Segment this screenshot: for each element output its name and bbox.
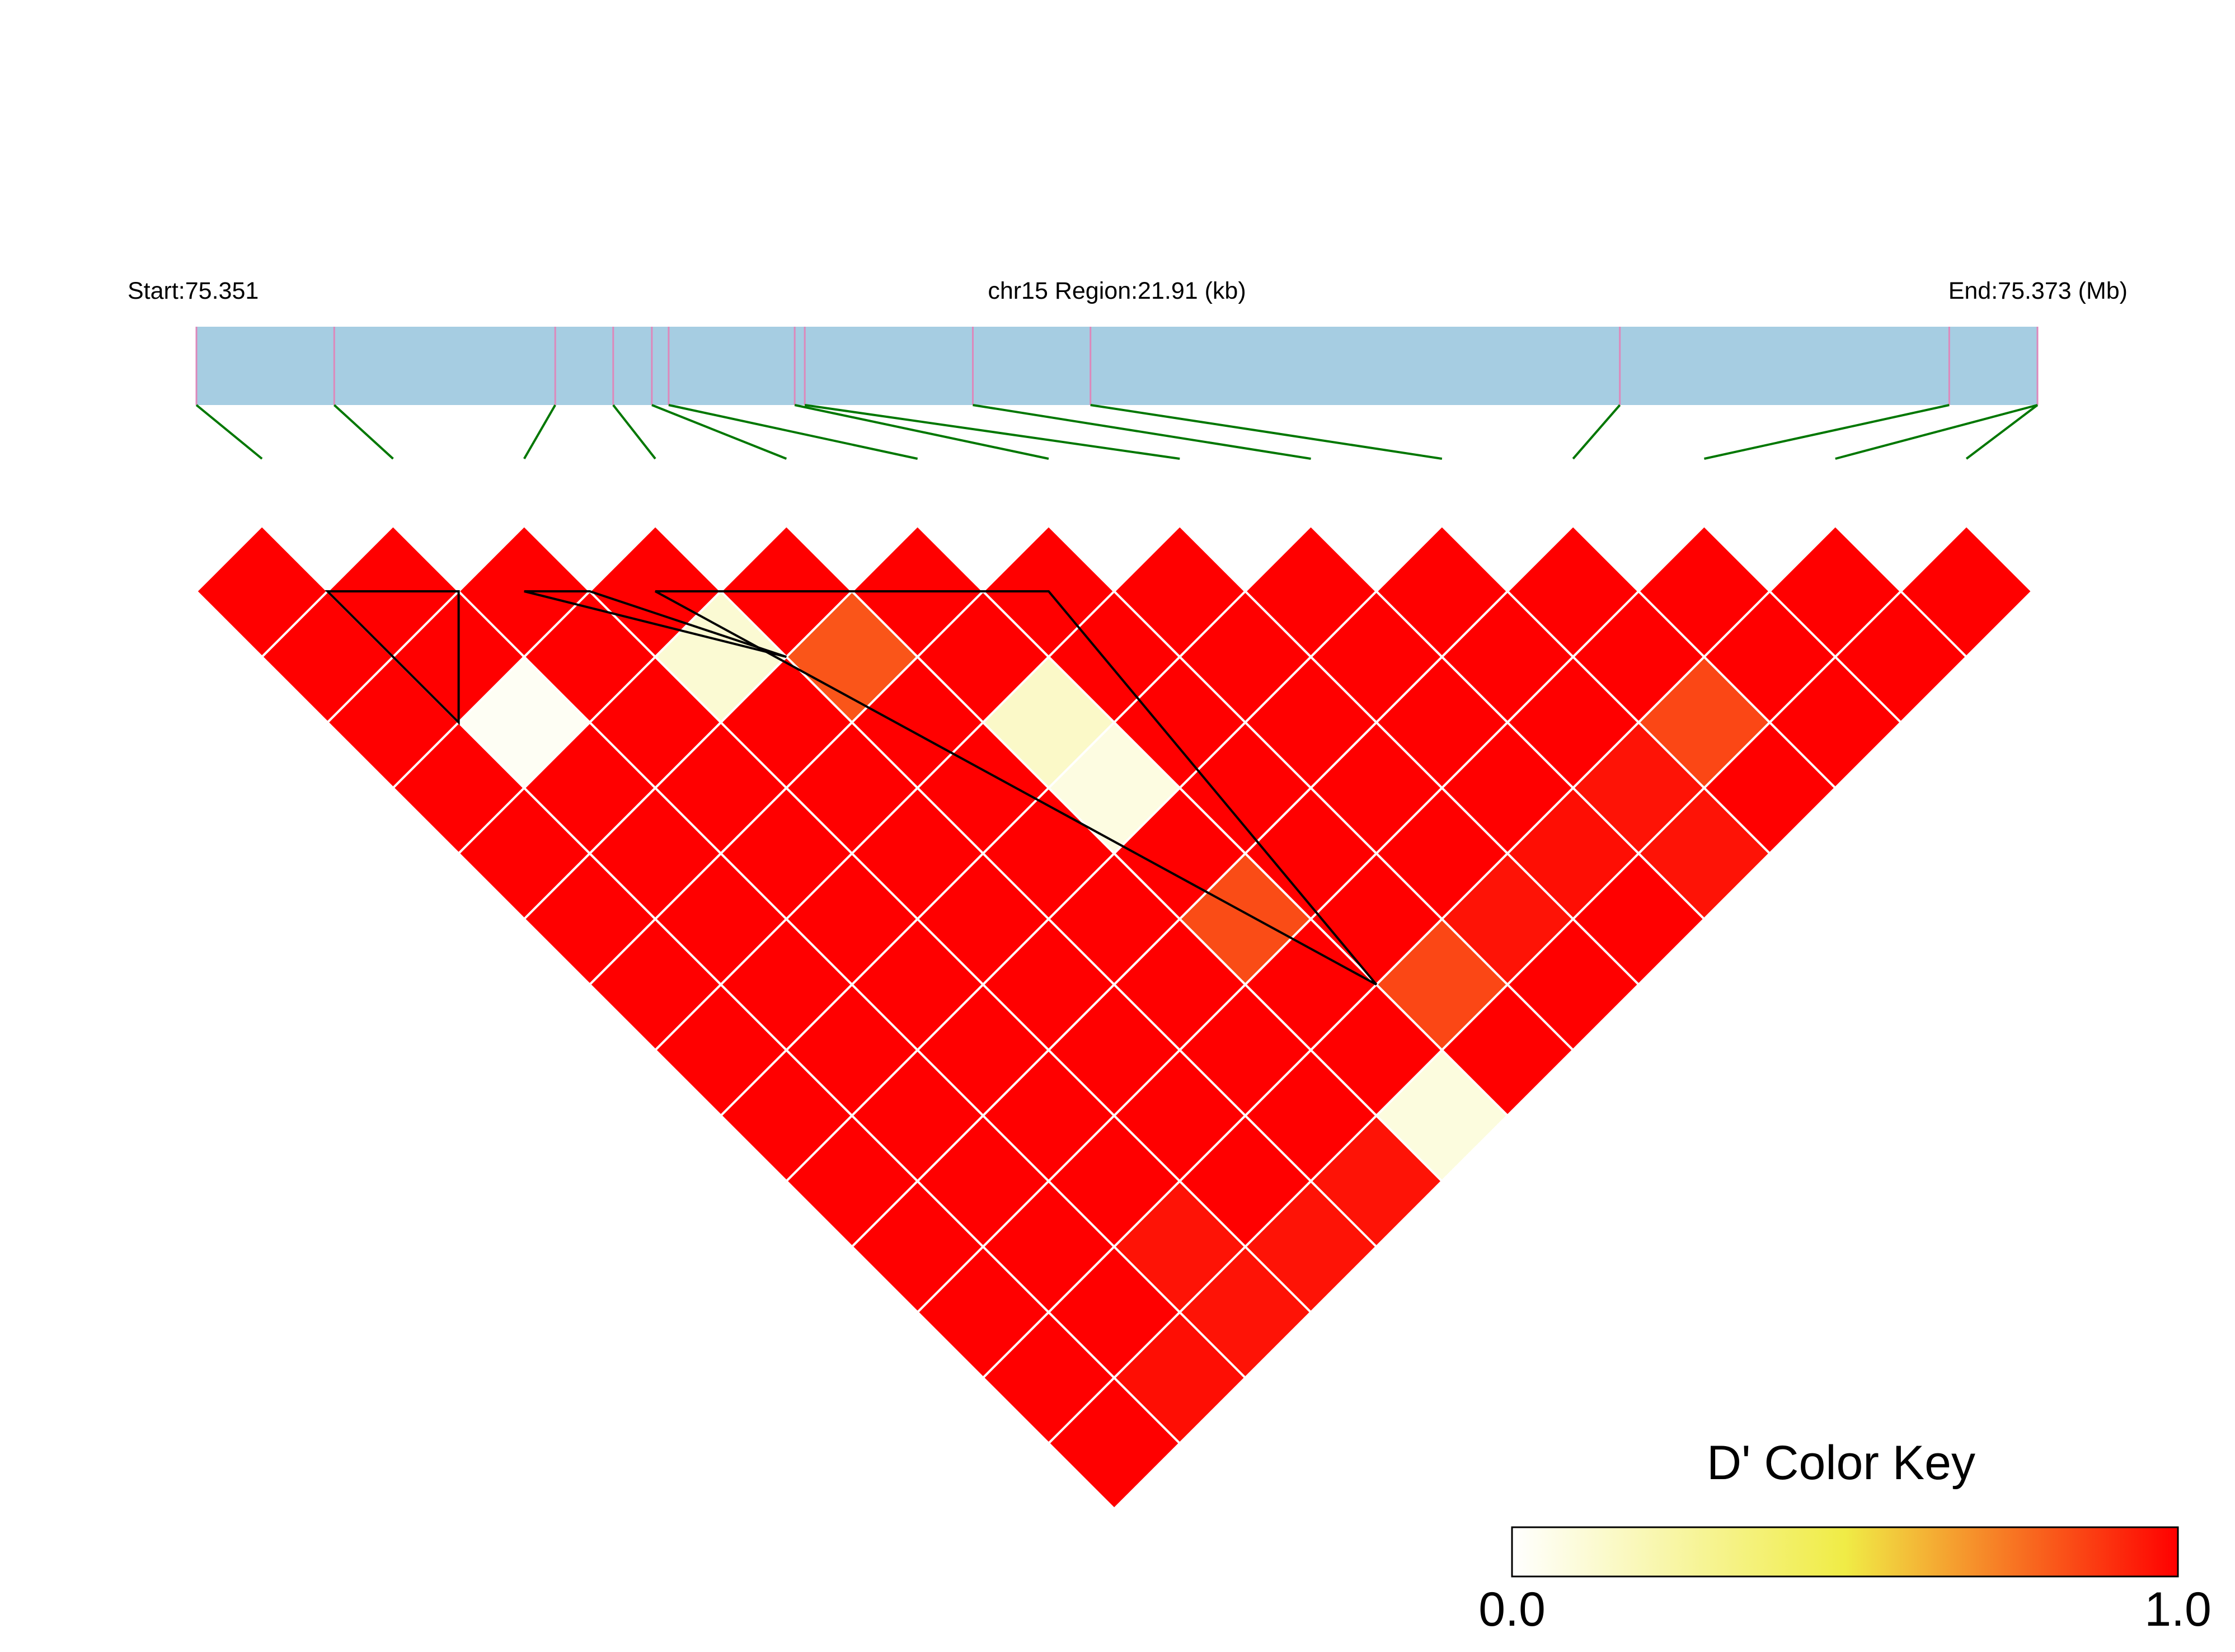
snp-connector-line xyxy=(523,404,556,460)
snp-connector-line xyxy=(794,404,1049,460)
ld-block-outline xyxy=(524,590,787,658)
color-key-min-label: 0.0 xyxy=(1478,1583,1546,1636)
ld-block-outline xyxy=(325,590,460,726)
region-title-label: chr15 Region:21.91 (kb) xyxy=(988,277,1246,304)
color-key-max-label: 1.0 xyxy=(2144,1583,2211,1636)
snp-connector-line xyxy=(612,404,656,460)
snp-connector-line xyxy=(333,404,394,460)
snp-connector-line xyxy=(1572,404,1621,460)
snp-connector-line xyxy=(1965,404,2039,460)
snp-connector-group xyxy=(195,404,2039,460)
region-end-label: End:75.373 (Mb) xyxy=(1948,277,2128,304)
genomic-region-bar xyxy=(196,327,2037,405)
snp-connector-line xyxy=(1835,404,2038,460)
ld-block-outline-group xyxy=(325,590,1378,986)
snp-connector-line xyxy=(1090,404,1443,460)
snp-connector-line xyxy=(1704,404,1950,460)
snp-connector-line xyxy=(195,404,263,460)
snp-tick-group xyxy=(195,327,2039,405)
snp-connector-line xyxy=(973,404,1311,460)
snp-connector-line xyxy=(668,404,918,460)
snp-connector-line xyxy=(651,404,787,460)
color-key-gradient-bar xyxy=(1511,1526,2179,1578)
region-start-label: Start:75.351 xyxy=(128,277,259,304)
snp-connector-line xyxy=(804,404,1180,460)
ld-block-outline xyxy=(655,590,1378,986)
ld-cell-group xyxy=(195,524,2034,1510)
ld-cell xyxy=(1899,524,2034,658)
color-key-title: D' Color Key xyxy=(1707,1436,1975,1490)
